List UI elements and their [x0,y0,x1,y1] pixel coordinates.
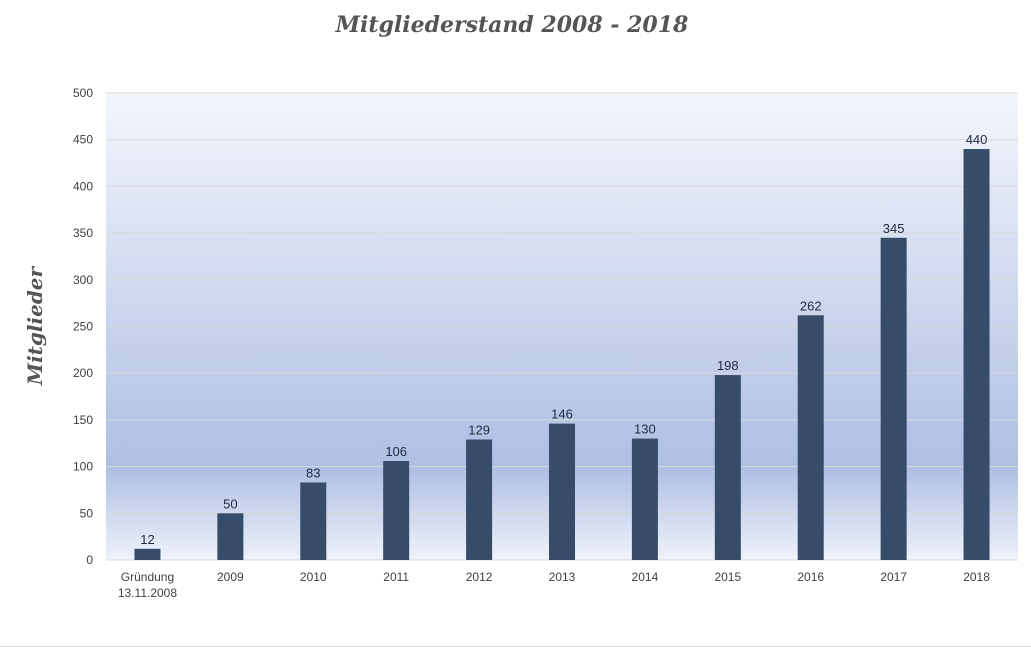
x-tick-label-line: Gründung [121,570,174,584]
bar [217,513,244,560]
x-tick-label: Gründung 13.11.2008 [118,570,177,600]
x-tick-label: 2013 [549,570,576,584]
data-label: 106 [385,444,407,459]
bar [631,438,658,560]
data-label: 83 [306,465,320,480]
data-label: 262 [800,298,822,313]
x-tick-label-line: 2011 [383,570,409,584]
y-tick-label: 350 [73,226,93,240]
bar [797,315,824,560]
data-label: 129 [468,423,490,438]
bottom-divider [0,646,1031,647]
x-tick-label-line: 2010 [300,570,327,584]
bar [466,439,493,560]
bar [714,375,741,560]
x-tick-label-line: 2013 [549,570,576,584]
bar [134,548,161,560]
y-tick-label: 200 [73,366,93,380]
data-label: 146 [551,407,573,422]
y-tick-label: 100 [73,460,93,474]
x-tick-label: 2018 [963,570,990,584]
x-axis-ticks: Gründung 13.11.2008 2009 2010 2011 2012 2013 20… [118,570,990,600]
x-tick-label: 2014 [632,570,659,584]
y-tick-label: 0 [86,553,93,567]
bars [134,149,990,561]
y-tick-label: 150 [73,413,93,427]
bar [549,423,575,560]
x-tick-label: 2010 [300,570,327,584]
data-labels: 12 50 83 106 129 146 130 198 262 345 440 [140,132,987,547]
data-label: 12 [140,532,154,547]
y-tick-label: 50 [80,506,94,520]
x-tick-label: 2011 [383,570,409,584]
bar [880,237,907,560]
y-tick-label: 300 [73,273,93,287]
chart-title: Mitgliederstand 2008 - 2018 [335,12,689,38]
data-label: 198 [717,358,739,373]
data-label: 130 [634,422,656,437]
x-tick-label: 2016 [797,570,824,584]
x-tick-label: 2017 [880,570,907,584]
y-tick-label: 250 [73,320,93,334]
bar [383,460,410,560]
x-tick-label-line: 2016 [797,570,824,584]
x-tick-label-line: 2009 [217,570,244,584]
y-tick-label: 450 [73,133,93,147]
x-tick-label-line: 2015 [714,570,741,584]
data-label: 345 [883,221,905,236]
y-tick-label: 400 [73,179,93,193]
data-label: 50 [223,496,237,511]
y-axis-ticks: 0 50 100 150 200 250 300 350 400 450 500 [73,86,93,567]
x-tick-label: 2015 [714,570,741,584]
bar [300,482,327,560]
y-axis-label: Mitglieder [23,265,47,386]
x-tick-label: 2009 [217,570,244,584]
x-tick-label-line: 2012 [466,570,493,584]
x-tick-label: 2012 [466,570,493,584]
x-tick-label-line: 2014 [632,570,659,584]
y-tick-label: 500 [73,86,93,100]
x-tick-label-line: 2018 [963,570,990,584]
x-tick-label-line: 2017 [880,570,907,584]
data-label: 440 [966,132,988,147]
x-tick-label-line: 13.11.2008 [118,586,177,600]
bar [963,149,990,561]
